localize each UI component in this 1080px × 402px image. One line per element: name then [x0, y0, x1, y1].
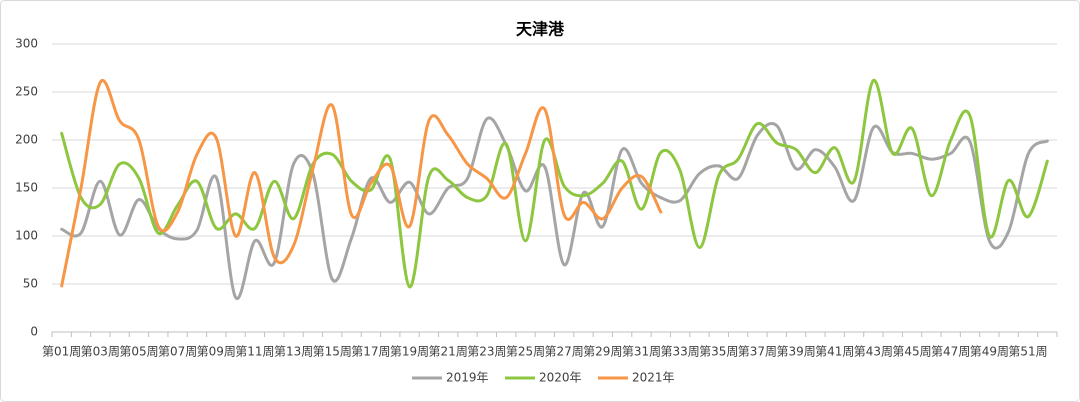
x-tick-label: 第33周: [660, 345, 699, 359]
x-tick-label: 第01周: [42, 345, 81, 359]
x-tick-label: 第15周: [313, 345, 352, 359]
x-tick-label: 第25周: [506, 345, 545, 359]
x-tick-label: 第45周: [892, 345, 931, 359]
y-tick-label: 300: [15, 37, 38, 51]
x-tick-label: 第19周: [390, 345, 429, 359]
x-tick-label: 第09周: [197, 345, 236, 359]
y-tick-label: 0: [30, 325, 38, 339]
x-tick-label: 第51周: [1008, 345, 1047, 359]
x-tick-label: 第35周: [699, 345, 738, 359]
legend-label: 2020年: [539, 371, 582, 385]
x-tick-label: 第05周: [119, 345, 158, 359]
y-tick-label: 250: [15, 85, 38, 99]
x-tick-label: 第21周: [429, 345, 468, 359]
x-tick-label: 第41周: [815, 345, 854, 359]
series-line: [60, 116, 1049, 301]
x-tick-label: 第13周: [274, 345, 313, 359]
y-tick-label: 50: [23, 277, 38, 291]
legend-label: 2019年: [446, 371, 489, 385]
x-tick-label: 第11周: [235, 345, 274, 359]
x-tick-label: 第03周: [81, 345, 120, 359]
x-tick-label: 第29周: [583, 345, 622, 359]
x-tick-label: 第43周: [854, 345, 893, 359]
y-tick-label: 100: [15, 229, 38, 243]
y-tick-label: 200: [15, 133, 38, 147]
x-tick-label: 第47周: [931, 345, 970, 359]
x-tick-label: 第37周: [738, 345, 777, 359]
series-line: [60, 78, 663, 288]
x-tick-label: 第39周: [776, 345, 815, 359]
x-tick-label: 第07周: [158, 345, 197, 359]
x-tick-label: 第31周: [622, 345, 661, 359]
legend-label: 2021年: [632, 371, 675, 385]
x-tick-label: 第17周: [351, 345, 390, 359]
chart-title: 天津港: [516, 20, 565, 39]
x-tick-label: 第49周: [970, 345, 1009, 359]
y-tick-label: 150: [15, 181, 38, 195]
x-tick-label: 第23周: [467, 345, 506, 359]
x-tick-label: 第27周: [545, 345, 584, 359]
